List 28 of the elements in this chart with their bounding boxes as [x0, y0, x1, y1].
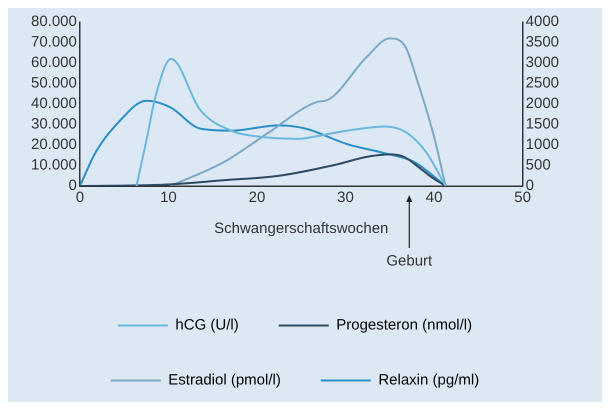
text: Geburt [386, 252, 434, 270]
legend-label: Relaxin (pg/ml) [378, 372, 480, 389]
legend-label: hCG (U/l) [175, 316, 239, 334]
y-tick-label: 80.000 [30, 13, 77, 30]
y-tick-label: 0 [68, 177, 77, 194]
y2-tick-label: 500 [526, 156, 551, 174]
y2-tick-label: 4000 [526, 13, 560, 30]
y2-tick-label: 1000 [526, 136, 560, 154]
y-tick-label: 70.000 [30, 34, 77, 51]
y-tick-label: 30.000 [30, 116, 77, 133]
y-tick-label: 60.000 [30, 54, 77, 72]
x-tick-label: 40 [426, 189, 442, 206]
legend-label: Progesteron (nmol/l) [336, 316, 472, 334]
x-tick-label: 10 [160, 189, 177, 206]
legend-label: Estradiol (pmol/l) [168, 372, 281, 389]
x-tick-label: 50 [514, 189, 531, 206]
x-axis-title: Schwangerschaftswochen [214, 220, 388, 238]
y2-tick-label: 1500 [526, 116, 560, 133]
y2-tick-label: 3000 [526, 54, 560, 72]
y2-tick-label: 2500 [526, 74, 560, 92]
x-tick-label: 30 [337, 189, 354, 206]
x-tick-label: 20 [248, 189, 266, 206]
y-tick-label: 40.000 [30, 95, 77, 112]
y-tick-label: 10.000 [30, 156, 77, 174]
y-tick-label: 20.000 [30, 136, 77, 154]
y-tick-label: 50.000 [30, 74, 77, 92]
y2-tick-label: 3500 [526, 34, 560, 51]
y2-tick-label: 2000 [526, 95, 560, 112]
